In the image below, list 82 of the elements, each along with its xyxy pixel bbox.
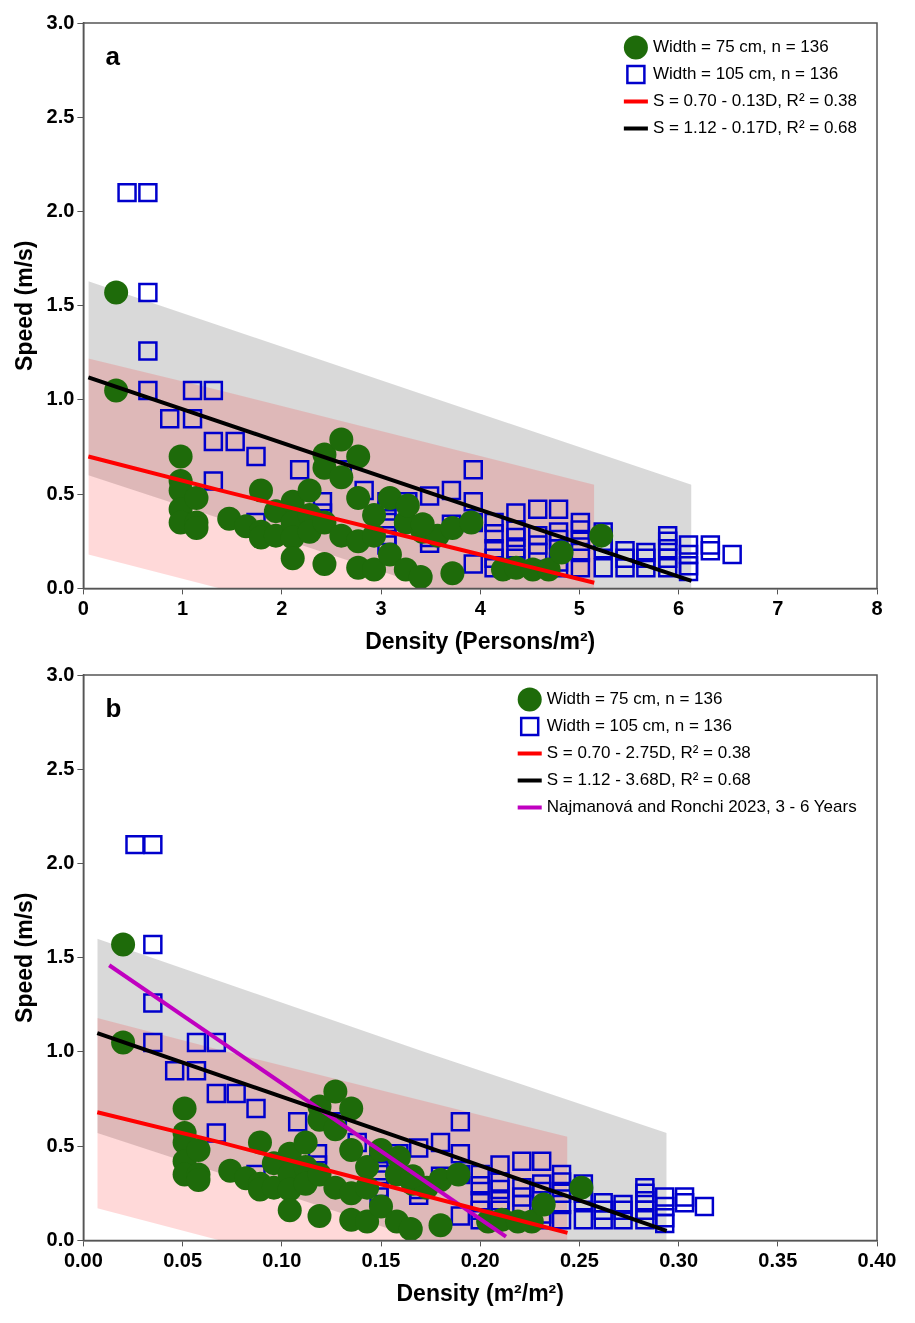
point: [346, 444, 371, 469]
point: [111, 932, 136, 957]
legend-label: Width = 105 cm, n = 136: [652, 64, 839, 84]
point: [172, 1096, 197, 1121]
x-axis-title: Density (Persons/m²): [365, 627, 596, 654]
legend-label: S = 1.12 - 0.17D, R² = 0.68: [652, 118, 858, 138]
point: [446, 1162, 471, 1187]
y-tick-label: 0.5: [46, 1133, 75, 1156]
legend-label: S = 0.70 - 2.75D, R² = 0.38: [546, 743, 751, 763]
x-tick-label: 0.10: [262, 1248, 302, 1271]
y-tick-label: 1.5: [46, 945, 75, 968]
point: [307, 1203, 332, 1228]
point: [569, 1175, 594, 1200]
point: [408, 565, 433, 589]
y-tick-label: 3.0: [46, 662, 75, 685]
point: [355, 1209, 380, 1234]
legend-label: S = 0.70 - 0.13D, R² = 0.38: [652, 91, 858, 111]
x-tick-label: 3: [375, 596, 387, 619]
point: [346, 485, 371, 510]
point: [395, 493, 420, 518]
x-tick-label: 8: [871, 596, 883, 619]
point: [329, 465, 354, 490]
point: [362, 557, 387, 582]
y-tick-label: 1.5: [46, 293, 75, 316]
y-tick-label: 2.5: [46, 104, 75, 127]
x-tick-label: 0.00: [63, 1248, 103, 1271]
x-tick-label: 5: [573, 596, 585, 619]
x-tick-label: 1: [177, 596, 189, 619]
x-tick-label: 0.35: [758, 1248, 798, 1271]
y-axis-title: Speed (m/s): [11, 240, 38, 371]
point: [339, 1096, 364, 1121]
point: [323, 1079, 348, 1104]
x-tick-label: 0.05: [163, 1248, 203, 1271]
point: [459, 510, 484, 535]
legend-label: Najmanová and Ronchi 2023, 3 - 6 Years: [546, 797, 857, 817]
legend-label: Width = 105 cm, n = 136: [546, 716, 732, 736]
point: [293, 1130, 318, 1155]
y-axis-title: Speed (m/s): [11, 892, 38, 1023]
legend-label: Width = 75 cm, n = 136: [546, 689, 723, 709]
y-tick-label: 2.0: [46, 850, 75, 873]
y-tick-label: 0.0: [46, 1227, 75, 1250]
x-tick-label: 0.40: [857, 1248, 897, 1271]
point: [428, 1213, 453, 1238]
x-axis-title: Density (m²/m²): [396, 1279, 564, 1306]
y-tick-label: 2.5: [46, 756, 75, 779]
point: [398, 1217, 423, 1241]
x-tick-label: 2: [276, 596, 288, 619]
point: [549, 540, 574, 565]
point: [531, 1192, 556, 1217]
annotation: a: [105, 41, 121, 72]
point: [297, 478, 322, 503]
point: [339, 1137, 364, 1162]
x-tick-label: 6: [673, 596, 685, 619]
y-tick-label: 2.0: [46, 198, 75, 221]
point: [168, 444, 193, 469]
legend-label: Width = 75 cm, n = 136: [652, 37, 829, 57]
y-tick-label: 0.0: [46, 575, 75, 598]
point: [277, 1198, 302, 1223]
point: [362, 502, 387, 527]
point: [440, 561, 465, 586]
y-tick-label: 0.5: [46, 481, 75, 504]
point: [377, 542, 402, 567]
point: [355, 1154, 380, 1179]
point: [329, 427, 354, 452]
point: [104, 280, 129, 305]
y-tick-label: 1.0: [46, 1039, 75, 1062]
x-tick-label: 0.30: [659, 1248, 699, 1271]
y-tick-label: 1.0: [46, 387, 75, 410]
point: [312, 551, 337, 576]
x-tick-label: 7: [772, 596, 784, 619]
x-tick-label: 4: [474, 596, 487, 619]
point: [589, 523, 614, 548]
x-tick-label: 0.25: [559, 1248, 599, 1271]
x-tick-label: 0: [77, 596, 89, 619]
point: [369, 1194, 393, 1219]
x-tick-label: 0.20: [460, 1248, 500, 1271]
legend-label: S = 1.12 - 3.68D, R² = 0.68: [546, 770, 751, 790]
annotation: b: [105, 693, 122, 724]
point: [440, 516, 465, 541]
x-tick-label: 0.15: [361, 1248, 401, 1271]
point: [280, 546, 305, 571]
y-tick-label: 3.0: [46, 10, 75, 33]
